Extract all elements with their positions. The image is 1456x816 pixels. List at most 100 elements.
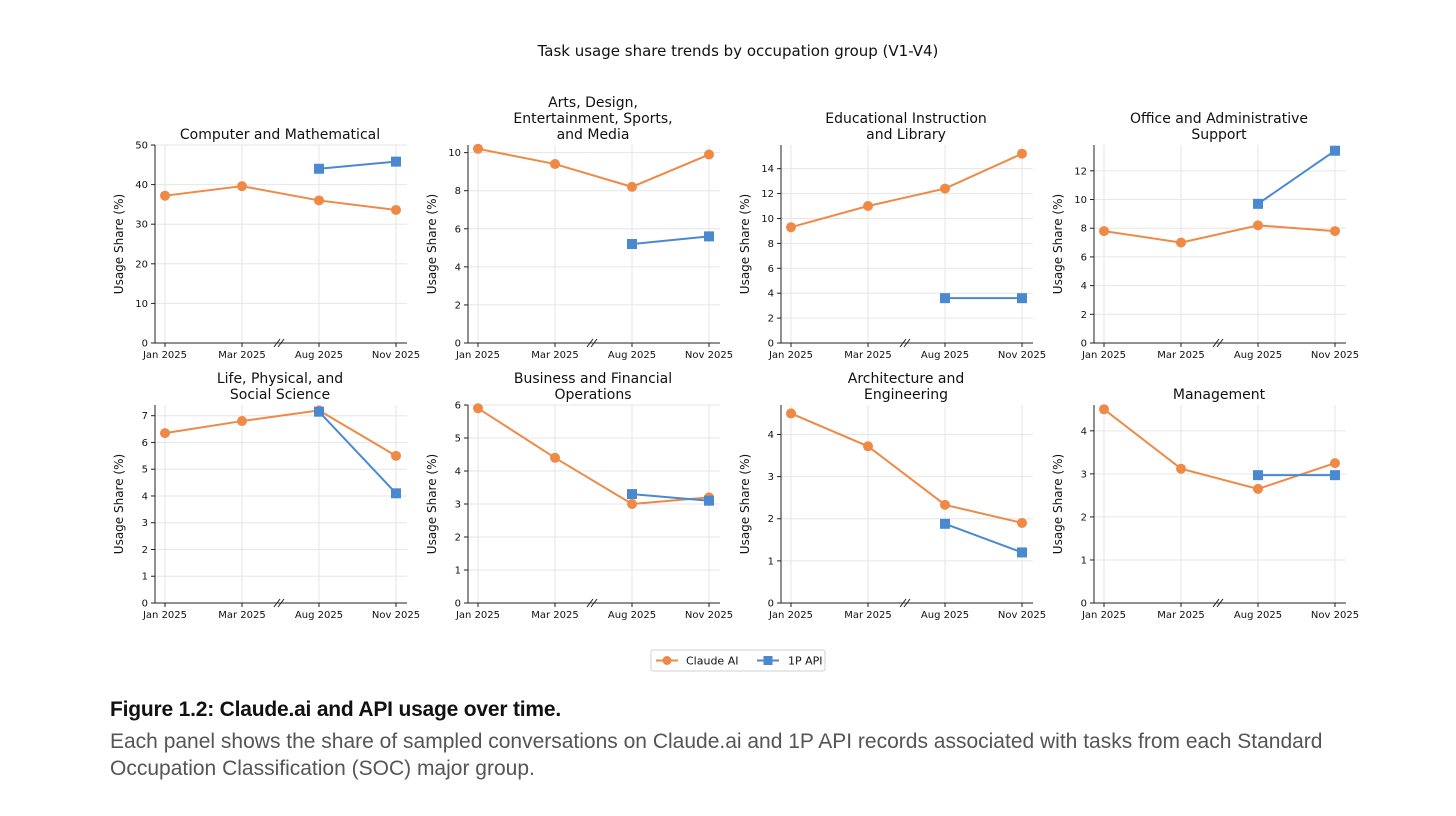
x-tick-label: Aug 2025 bbox=[1234, 610, 1282, 621]
series-line-api bbox=[944, 522, 1023, 554]
y-axis-label: Usage Share (%) bbox=[112, 454, 126, 554]
data-point-claude bbox=[1253, 220, 1263, 231]
axis-break-mark bbox=[899, 338, 907, 348]
panel-title: Computer and Mathematical bbox=[180, 127, 380, 143]
panel-title: Architecture and Engineering bbox=[848, 371, 965, 403]
data-point-claude bbox=[786, 222, 796, 233]
y-tick-label: 0 bbox=[768, 599, 774, 610]
x-tick-label: Mar 2025 bbox=[844, 610, 892, 621]
x-tick-label: Aug 2025 bbox=[1234, 350, 1282, 361]
data-point-api bbox=[391, 488, 401, 499]
panel-4: 0 2 4 6 8 10 12 Jan 2025 Mar 2025 Aug 2025 Nov 202… bbox=[1051, 111, 1359, 361]
panel-title: Management bbox=[1173, 387, 1266, 403]
data-point-claude bbox=[1330, 458, 1340, 469]
panel-title: Office and Administrative Support bbox=[1130, 111, 1308, 143]
y-tick-label: 2 bbox=[142, 545, 148, 556]
data-point-api bbox=[1330, 145, 1340, 156]
legend-api-label: 1P API bbox=[788, 655, 823, 668]
y-tick-label: 20 bbox=[135, 259, 148, 270]
panel-title-line: Educational Instruction bbox=[825, 111, 987, 127]
x-tick-label: Aug 2025 bbox=[608, 610, 656, 621]
data-point-claude bbox=[1099, 226, 1109, 237]
series-line-claude bbox=[164, 409, 397, 457]
y-tick-label: 4 bbox=[1081, 281, 1087, 292]
panel-title-line: Entertainment, Sports, bbox=[513, 111, 672, 127]
x-tick-label: Jan 2025 bbox=[768, 610, 813, 621]
axis-break-mark bbox=[586, 598, 594, 608]
axis-break-mark bbox=[903, 338, 911, 348]
axis-break-mark bbox=[273, 598, 281, 608]
y-tick-label: 50 bbox=[135, 141, 148, 152]
caption-text: Each panel shows the share of sampled co… bbox=[110, 730, 1323, 780]
panel-title: Life, Physical, and Social Science bbox=[217, 371, 343, 403]
data-point-api bbox=[627, 239, 637, 249]
y-tick-label: 6 bbox=[142, 438, 148, 449]
data-point-claude bbox=[160, 190, 170, 201]
x-tick-label: Mar 2025 bbox=[1157, 610, 1205, 621]
axis-break-mark bbox=[1216, 598, 1224, 608]
y-tick-label: 0 bbox=[1081, 339, 1087, 350]
data-point-api bbox=[627, 489, 637, 500]
y-tick-label: 2 bbox=[1081, 512, 1087, 523]
y-tick-label: 5 bbox=[142, 465, 148, 476]
data-point-api bbox=[1017, 293, 1027, 304]
x-tick-label: Nov 2025 bbox=[372, 610, 420, 621]
data-point-claude bbox=[704, 149, 714, 160]
axis-break-mark bbox=[590, 598, 598, 608]
data-point-claude bbox=[940, 499, 950, 510]
panel-7: 0 1 2 3 4 Jan 2025 Mar 2025 Aug 2025 Nov 2025 Usa… bbox=[738, 371, 1046, 621]
axis-break-mark bbox=[586, 338, 594, 348]
x-tick-label: Jan 2025 bbox=[1081, 610, 1126, 621]
axis-break-mark bbox=[1212, 338, 1220, 348]
series-line-api bbox=[631, 235, 710, 245]
panel-title-line: Life, Physical, and bbox=[217, 371, 343, 387]
panel-title-line: and Media bbox=[557, 127, 630, 143]
data-point-claude bbox=[473, 403, 483, 414]
y-tick-label: 4 bbox=[142, 491, 148, 502]
panel-title-line: Management bbox=[1173, 387, 1266, 403]
y-tick-label: 6 bbox=[455, 224, 461, 235]
data-point-claude bbox=[627, 499, 637, 509]
series-line-claude bbox=[477, 407, 710, 506]
y-tick-label: 10 bbox=[1074, 195, 1087, 206]
y-tick-label: 0 bbox=[768, 339, 774, 350]
x-tick-label: Aug 2025 bbox=[295, 610, 343, 621]
data-point-claude bbox=[314, 195, 324, 206]
panel-title-line: Business and Financial bbox=[514, 371, 672, 387]
data-point-claude bbox=[1099, 404, 1109, 415]
series-line-api bbox=[1257, 149, 1336, 205]
panel-5: 0 1 2 3 4 5 6 7 Jan 2025 Mar 2025 Aug 2025 Nov 2025… bbox=[112, 371, 420, 621]
y-tick-label: 12 bbox=[761, 189, 774, 200]
series-line-api bbox=[318, 411, 397, 494]
y-tick-label: 4 bbox=[455, 262, 461, 273]
y-tick-label: 7 bbox=[142, 411, 148, 422]
y-tick-label: 1 bbox=[455, 566, 461, 577]
data-point-api bbox=[940, 293, 950, 304]
x-tick-label: Nov 2025 bbox=[998, 610, 1046, 621]
data-point-api bbox=[1253, 470, 1263, 481]
y-tick-label: 10 bbox=[761, 214, 774, 225]
data-point-claude bbox=[786, 408, 796, 419]
panel-title: Arts, Design, Entertainment, Sports, and M… bbox=[513, 95, 672, 143]
x-tick-label: Nov 2025 bbox=[998, 350, 1046, 361]
x-tick-label: Mar 2025 bbox=[1157, 350, 1205, 361]
panel-8: 0 1 2 3 4 Jan 2025 Mar 2025 Aug 2025 Nov 2025 Usa… bbox=[1051, 387, 1359, 621]
x-tick-label: Aug 2025 bbox=[921, 350, 969, 361]
series-line-api bbox=[318, 160, 397, 170]
y-tick-label: 8 bbox=[1081, 224, 1087, 235]
x-tick-label: Mar 2025 bbox=[218, 350, 266, 361]
axis-break-mark bbox=[590, 338, 598, 348]
x-tick-label: Jan 2025 bbox=[455, 350, 500, 361]
panel-6: 0 1 2 3 4 5 6 Jan 2025 Mar 2025 Aug 2025 Nov 2025 U… bbox=[425, 371, 733, 621]
x-tick-label: Nov 2025 bbox=[685, 610, 733, 621]
y-tick-label: 3 bbox=[1081, 469, 1087, 480]
y-tick-label: 6 bbox=[455, 401, 461, 412]
data-point-claude bbox=[1176, 463, 1186, 474]
y-tick-label: 1 bbox=[1081, 555, 1087, 566]
data-point-claude bbox=[1176, 237, 1186, 248]
x-tick-label: Nov 2025 bbox=[685, 350, 733, 361]
axis-break-mark bbox=[277, 598, 285, 608]
panel-title-line: Engineering bbox=[864, 387, 948, 403]
x-tick-label: Jan 2025 bbox=[1081, 350, 1126, 361]
y-axis-label: Usage Share (%) bbox=[1051, 454, 1065, 554]
